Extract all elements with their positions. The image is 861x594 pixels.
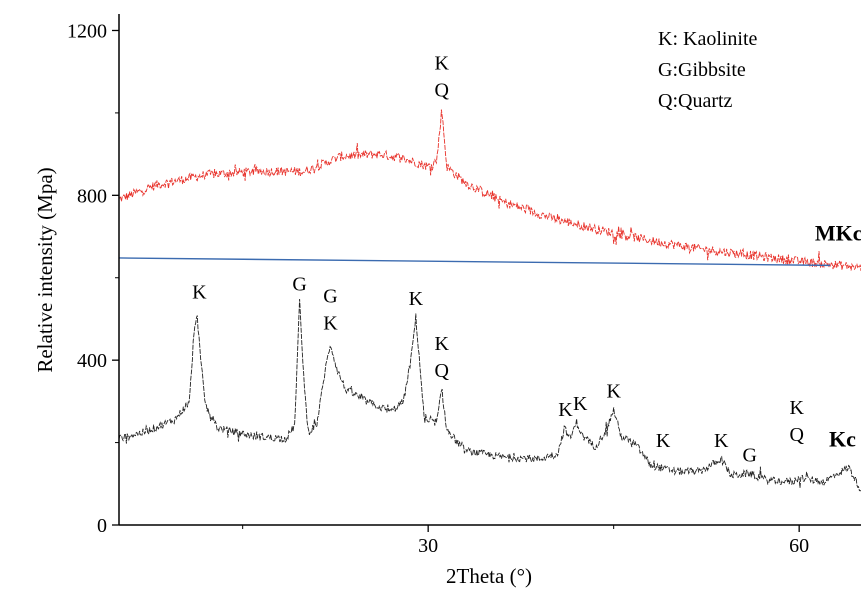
series-label-mkc: MKc xyxy=(815,221,861,246)
peak-label: K xyxy=(435,53,450,75)
peak-label: G xyxy=(323,286,337,308)
y-tick-label: 400 xyxy=(77,350,107,372)
peak-label: K xyxy=(558,399,573,421)
x-tick-label: 60 xyxy=(789,535,809,557)
reference-line-layer xyxy=(118,257,831,267)
peak-label: K xyxy=(573,393,588,415)
series-kc-trace xyxy=(118,298,861,492)
peak-label: K xyxy=(409,288,424,310)
peak-label: Q xyxy=(435,80,450,102)
peak-label: K xyxy=(714,430,729,452)
series-layer xyxy=(118,109,861,492)
peak-label: Q xyxy=(789,424,804,446)
reference-line xyxy=(118,257,831,267)
peak-label: K xyxy=(789,397,804,419)
x-axis-label: 2Theta (°) xyxy=(446,564,532,588)
y-tick-label: 800 xyxy=(77,185,107,207)
peak-label: K xyxy=(323,313,338,335)
series-mkc-trace xyxy=(118,109,861,272)
y-axis-label: Relative intensity (Mpa) xyxy=(33,167,57,372)
peak-label: G xyxy=(742,444,756,466)
y-tick-label: 0 xyxy=(97,515,107,537)
series-label-kc: Kc xyxy=(829,427,856,452)
legend-text-gibbsite: G:Gibbsite xyxy=(658,59,746,81)
peak-label: K xyxy=(192,282,207,304)
legend-text-kaolinite: K: Kaolinite xyxy=(658,28,758,50)
peak-label: K xyxy=(435,333,450,355)
legend-text-quartz: Q:Quartz xyxy=(658,90,733,112)
peak-label: K xyxy=(656,430,671,452)
x-tick-label: 30 xyxy=(418,535,438,557)
peak-label: G xyxy=(292,273,306,295)
axes-layer: 0 400 800 1200 30 60 xyxy=(67,14,861,557)
peak-label: K xyxy=(606,381,621,403)
peak-label: Q xyxy=(435,360,450,382)
y-tick-label: 1200 xyxy=(67,20,107,42)
